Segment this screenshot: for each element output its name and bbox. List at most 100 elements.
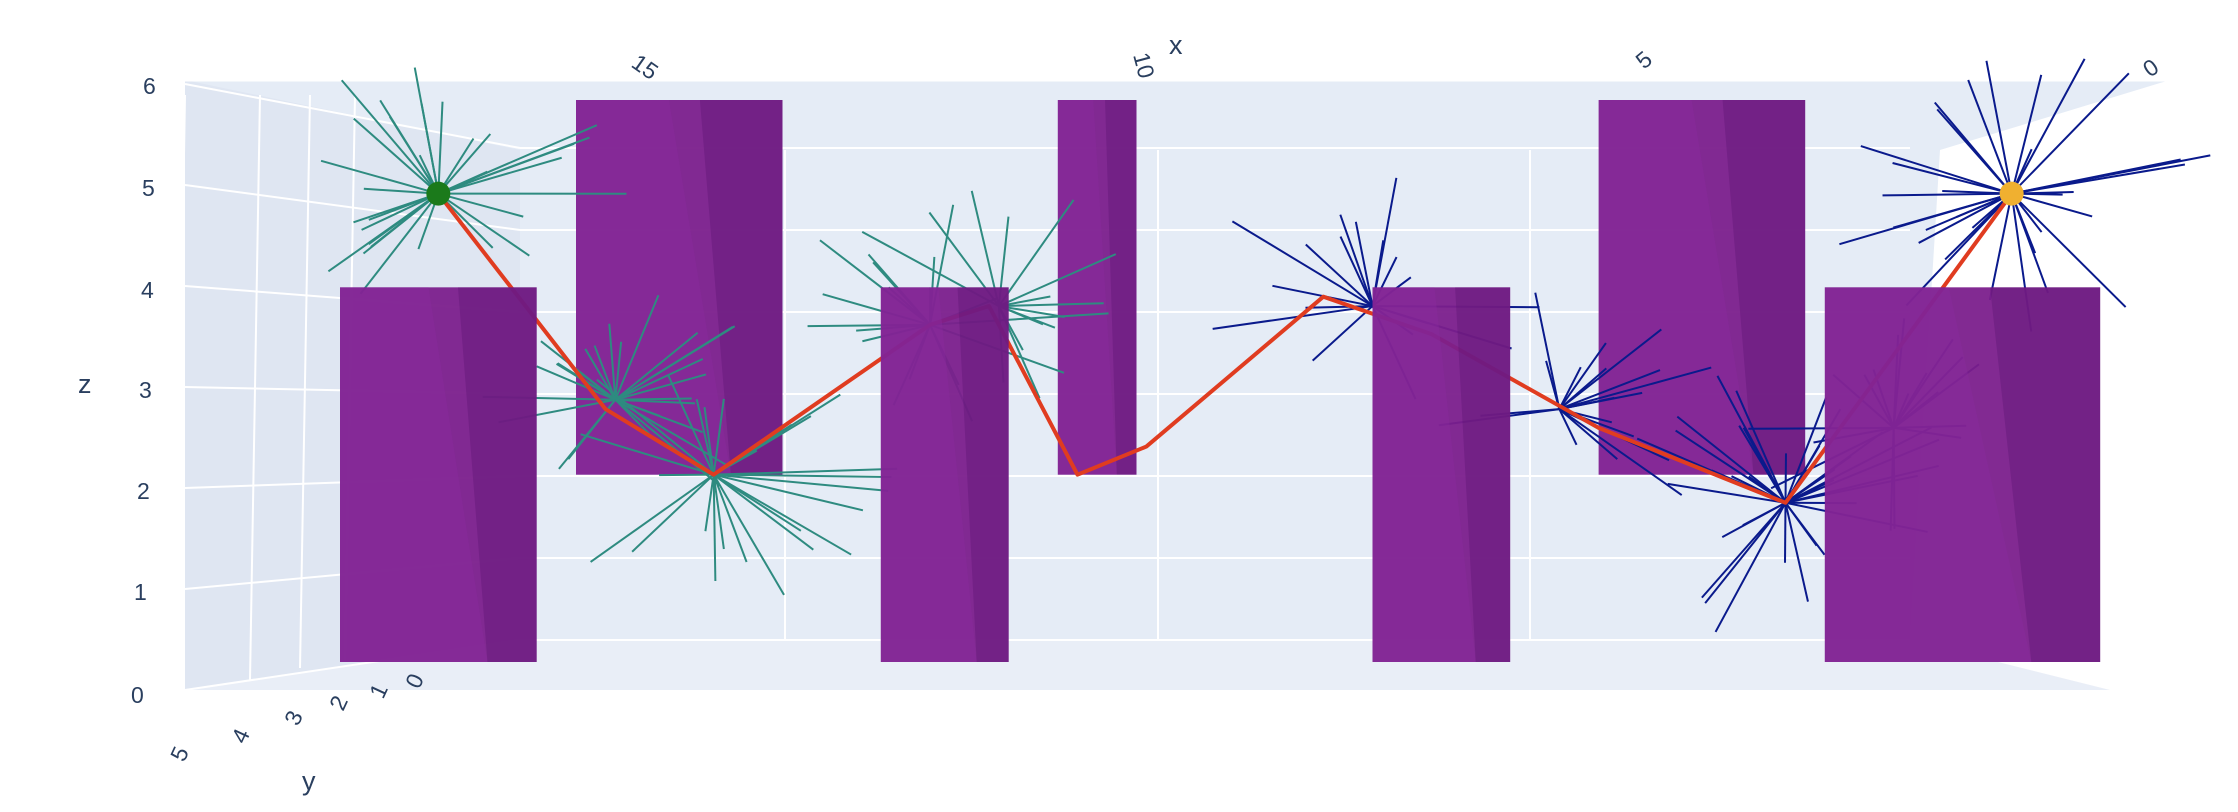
solution-path-layer — [436, 192, 2014, 505]
tree-edge — [2010, 192, 2127, 308]
tree-edge — [1704, 502, 1787, 604]
obstacle-box — [340, 287, 537, 662]
tree-edge — [615, 373, 707, 401]
tree-edge — [1558, 369, 1661, 411]
obstacle-face — [340, 287, 537, 662]
tree-edge — [320, 159, 439, 195]
obstacle-side — [1105, 100, 1137, 475]
obstacle-side — [1722, 100, 1806, 475]
mid-obstacles — [880, 287, 1511, 662]
obstacle-side — [699, 100, 783, 475]
tree-edge — [1558, 408, 1618, 460]
obstacle-box — [1598, 100, 1806, 475]
tree-edge — [1558, 328, 1662, 410]
z-tick-0: 0 — [131, 682, 144, 708]
front-obstacles — [340, 287, 2101, 662]
tree-edge — [413, 67, 440, 194]
y-tick-5: 5 — [165, 743, 194, 766]
tree-edge — [359, 193, 440, 295]
tree-edge — [580, 433, 714, 476]
tree-edge — [1892, 162, 2012, 195]
tree-edge — [389, 116, 440, 195]
tree-edge — [712, 398, 725, 475]
y-gridline — [174, 94, 186, 691]
tree-edge — [1742, 501, 1786, 527]
obstacle-box — [1372, 287, 1511, 662]
tree-edge — [1305, 305, 1373, 309]
tree-edge — [1311, 305, 1374, 362]
z-tick-6: 6 — [143, 73, 156, 99]
tree-edge — [998, 302, 1104, 308]
tree-edge — [1985, 60, 2013, 194]
tree-edge — [631, 473, 715, 553]
obstacle-shade — [1598, 100, 1754, 475]
tree-edge — [437, 192, 530, 257]
obstacle-shade — [1824, 287, 2032, 662]
tree-edge — [712, 474, 785, 596]
x-tick-0: 0 — [2138, 53, 2163, 82]
tree-edge — [695, 398, 715, 475]
endpoint-markers — [426, 181, 2024, 206]
tree-edge — [1701, 502, 1787, 599]
obstacle-side — [1455, 287, 1511, 662]
floor-panel — [185, 640, 2110, 690]
tree-edge — [536, 365, 616, 401]
obstacle-face — [1824, 287, 2101, 662]
obstacle-face — [880, 287, 1009, 662]
tree-edge — [437, 101, 444, 194]
tree-edge — [1893, 192, 2012, 229]
tree-edge — [1339, 236, 1374, 307]
tree-edge — [2010, 74, 2043, 194]
z-gridline-side — [184, 83, 521, 149]
tree-edge — [614, 341, 623, 400]
tree-edge — [614, 398, 661, 417]
tree-edge — [1714, 502, 1787, 633]
tree-edge — [1339, 214, 1374, 307]
start-marker — [426, 181, 451, 206]
tree-edge — [1934, 101, 2013, 195]
tree-edge — [712, 474, 725, 550]
tree-edge — [2011, 192, 2093, 218]
x-tick-5: 5 — [1631, 46, 1658, 74]
tree-edge — [596, 378, 715, 476]
obstacle-side — [458, 287, 537, 662]
tree-edge — [1559, 391, 1643, 411]
tree-edge — [1667, 482, 1786, 504]
tree-edge — [1558, 367, 1607, 410]
tree-edge — [998, 253, 1117, 307]
z-tick-5: 5 — [142, 175, 155, 201]
tree-edge — [713, 473, 889, 492]
y-tick-4: 4 — [226, 724, 255, 747]
tree-edge — [998, 199, 1075, 307]
tree-edge — [712, 474, 717, 581]
solution-path — [436, 192, 2014, 505]
x-tick-10: 10 — [1128, 50, 1160, 81]
tree-edge — [1534, 292, 1561, 410]
z-tick-4: 4 — [141, 277, 154, 303]
y-axis-title: y — [302, 766, 316, 796]
tree-edge — [1558, 342, 1607, 410]
obstacle-face — [1598, 100, 1806, 475]
tree-edge — [1676, 415, 1787, 504]
tree-edge — [614, 358, 704, 401]
obstacle-face — [1372, 287, 1511, 662]
z-tick-2: 2 — [137, 478, 150, 504]
tree-edge — [1967, 79, 2013, 195]
tree-edge — [353, 117, 439, 195]
tree-edge — [1231, 220, 1374, 307]
obstacle-box — [880, 287, 1009, 662]
y-gridline — [249, 94, 261, 681]
tree-edge — [340, 79, 440, 195]
tree-edge — [1558, 366, 1582, 410]
goal-marker — [1999, 181, 2024, 206]
tree-edge — [1675, 429, 1787, 504]
z-axis-title: z — [78, 369, 92, 399]
y-tick-2: 2 — [324, 692, 353, 715]
tree-edge — [998, 305, 1065, 318]
tree-edge — [1212, 305, 1373, 330]
obstacle-box — [576, 100, 783, 475]
tree-edge — [1860, 145, 2012, 195]
tree-edge — [970, 190, 1000, 307]
z-tick-1: 1 — [134, 579, 147, 605]
tree-edge — [438, 156, 562, 195]
